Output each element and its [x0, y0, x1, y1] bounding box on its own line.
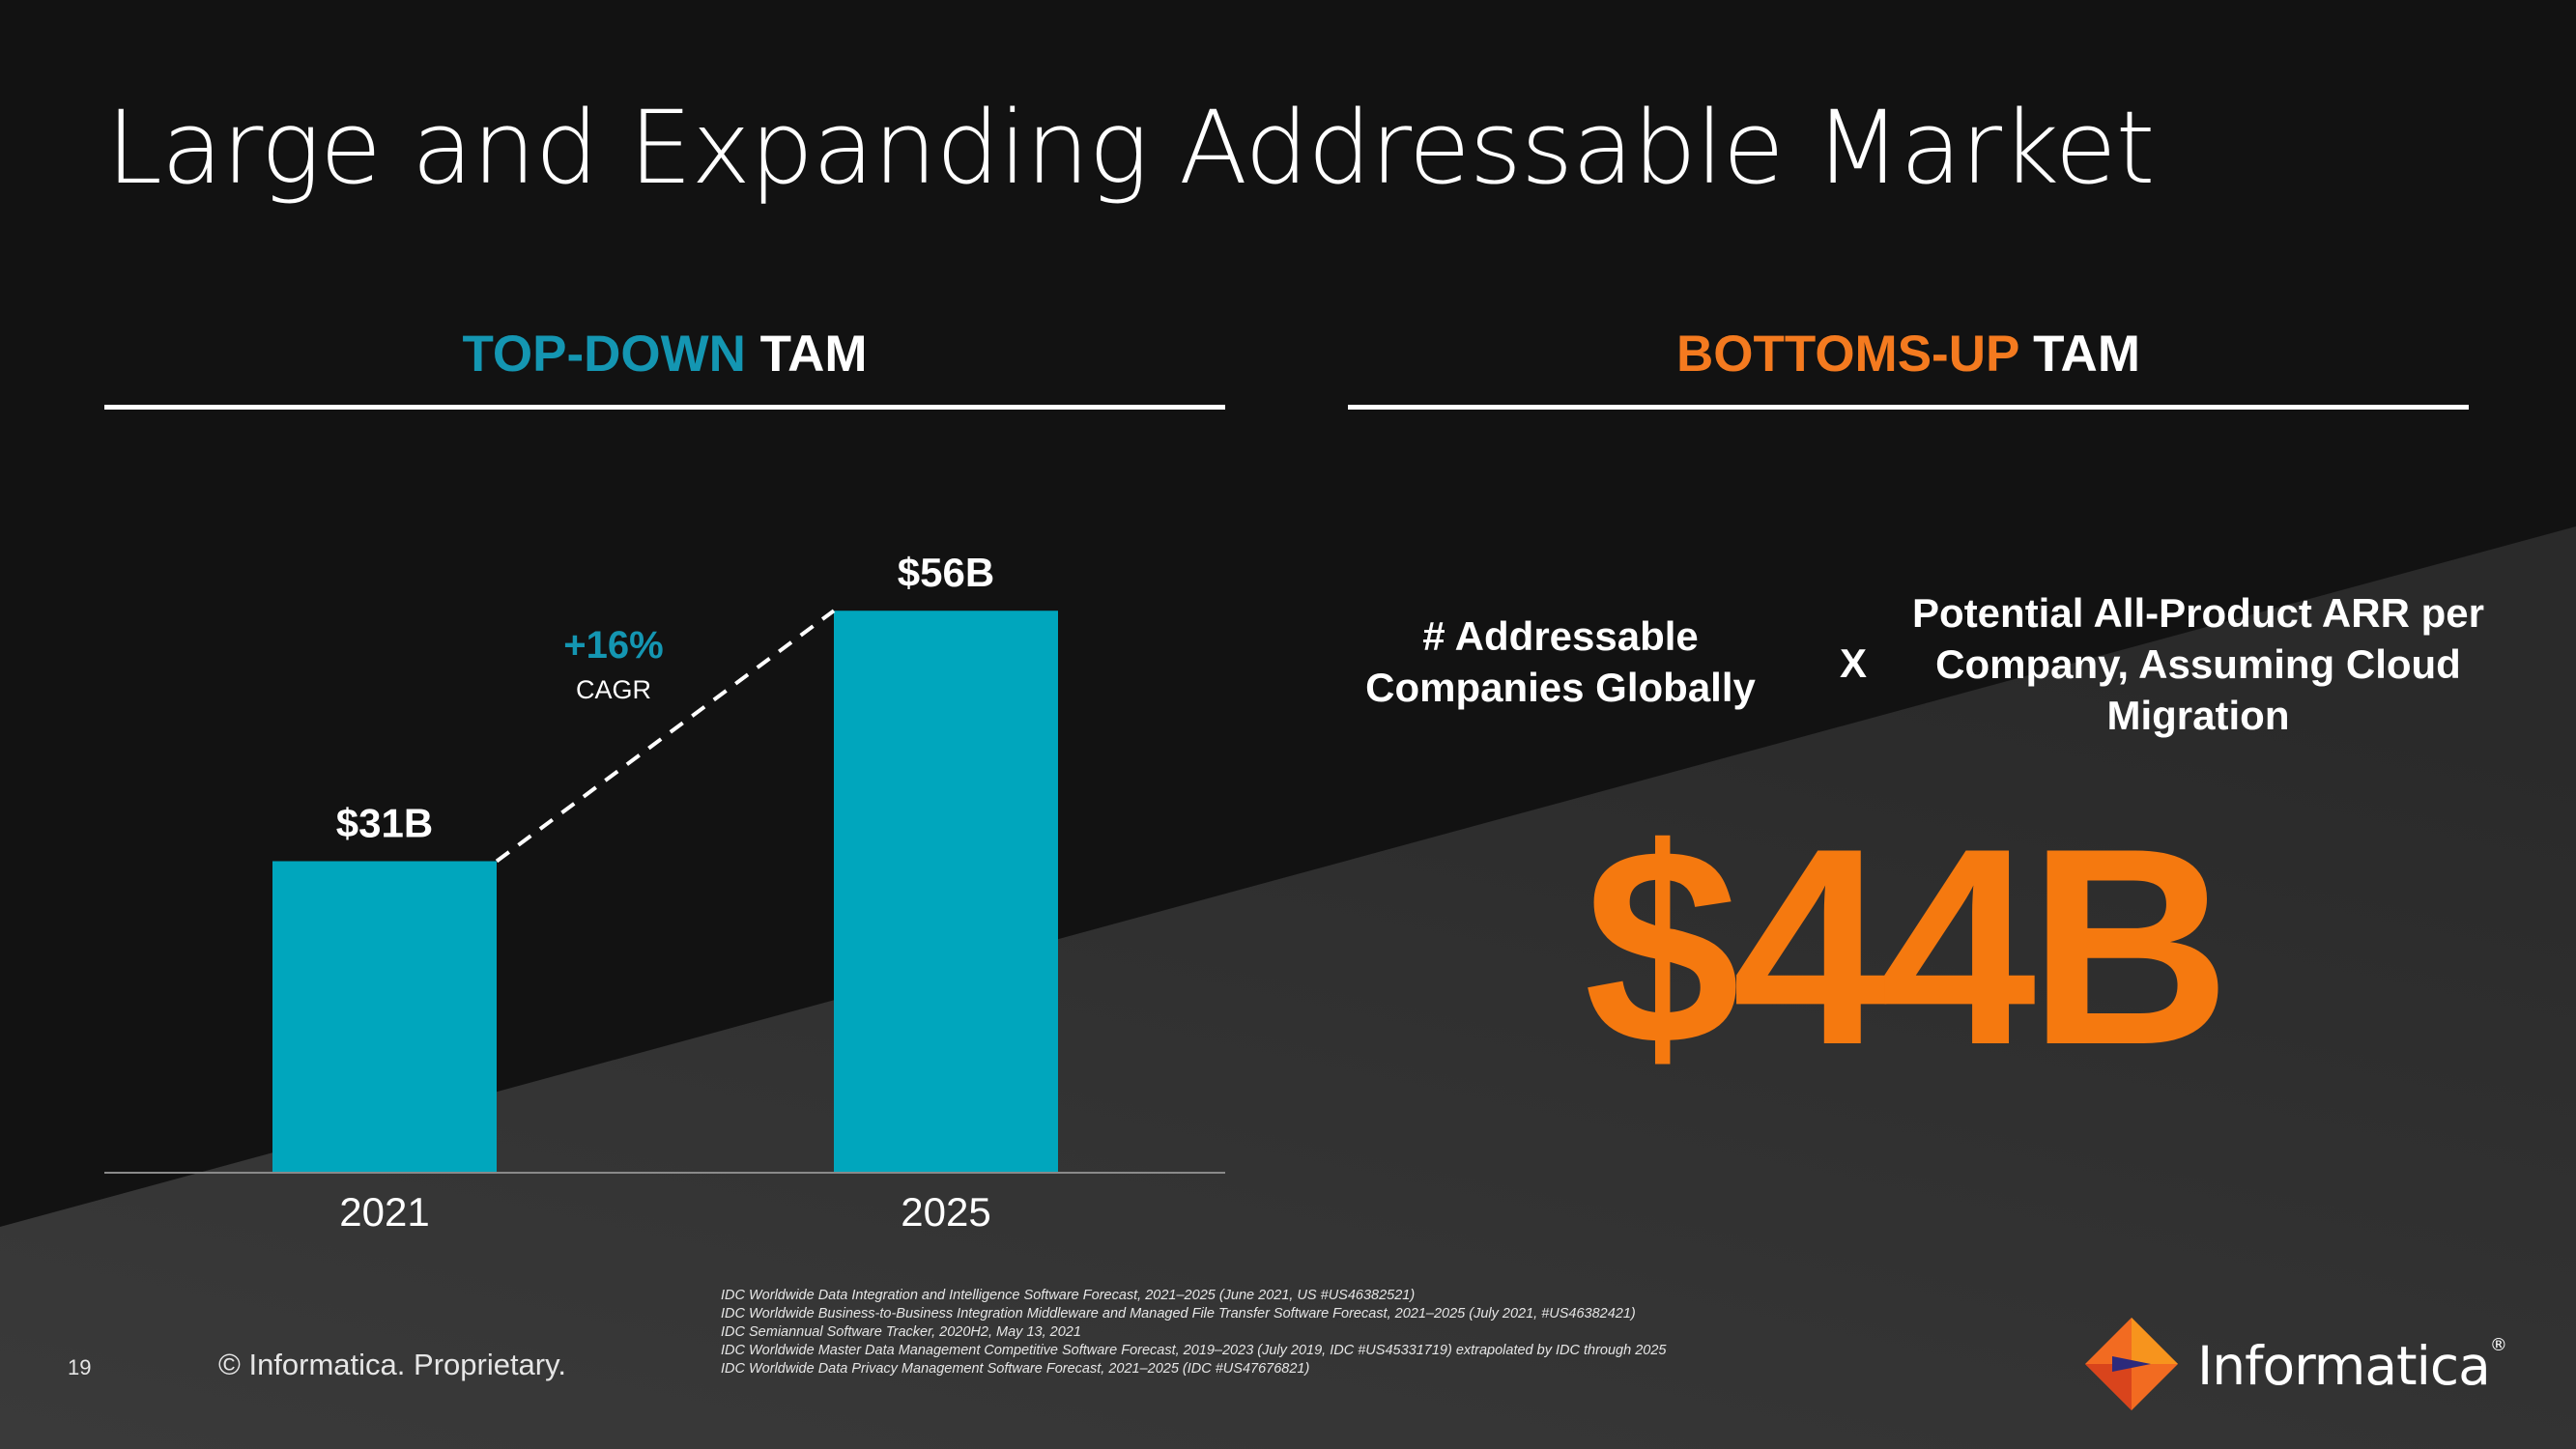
source-citation: IDC Worldwide Master Data Management Com… — [721, 1343, 1667, 1358]
informatica-logo-icon — [2085, 1318, 2178, 1410]
top-down-heading: TOP-DOWN TAM — [104, 325, 1225, 384]
addressable-companies-label: # Addressable Companies Globally — [1324, 611, 1797, 713]
bar-value-label: $31B — [336, 801, 433, 846]
x-tick-label: 2021 — [339, 1189, 429, 1235]
bottoms-up-tam-value: $44B — [1584, 790, 2230, 1103]
bottoms-up-heading-accent: BOTTOMS-UP — [1676, 326, 2019, 383]
source-citations: IDC Worldwide Data Integration and Intel… — [721, 1287, 1666, 1378]
registered-mark: ® — [2489, 1335, 2507, 1355]
source-citation: IDC Worldwide Data Privacy Management So… — [721, 1361, 1310, 1377]
informatica-logo: Informatica® — [2083, 1316, 2507, 1412]
bar-2021 — [272, 861, 497, 1172]
bottoms-up-heading-rest: TAM — [2018, 326, 2140, 383]
bottoms-up-divider — [1348, 405, 2469, 410]
bar-2025 — [834, 611, 1058, 1172]
multiply-operator: X — [1839, 640, 1867, 686]
bottoms-up-heading: BOTTOMS-UP TAM — [1348, 325, 2469, 384]
x-tick-label: 2025 — [901, 1189, 990, 1235]
cagr-label: CAGR — [575, 675, 651, 704]
page-number: 19 — [68, 1355, 92, 1379]
cagr-value: +16% — [563, 624, 664, 667]
informatica-wordmark-text: Informatica — [2197, 1335, 2491, 1397]
informatica-wordmark: Informatica® — [2197, 1335, 2507, 1397]
top-down-divider — [104, 405, 1225, 410]
bar-value-label: $56B — [898, 550, 994, 595]
top-down-heading-accent: TOP-DOWN — [462, 326, 746, 383]
page-title: Large and Expanding Addressable Market — [106, 89, 2155, 207]
addressable-companies-text: # Addressable Companies Globally — [1365, 613, 1756, 710]
source-citation: IDC Worldwide Business-to-Business Integ… — [721, 1306, 1636, 1321]
source-citation: IDC Semiannual Software Tracker, 2020H2,… — [721, 1324, 1081, 1340]
source-citation: IDC Worldwide Data Integration and Intel… — [721, 1288, 1416, 1303]
copyright-notice: © Informatica. Proprietary. — [218, 1348, 566, 1381]
top-down-heading-rest: TAM — [745, 326, 868, 383]
potential-arr-label: Potential All-Product ARR per Company, A… — [1894, 587, 2503, 741]
potential-arr-text: Potential All-Product ARR per Company, A… — [1912, 590, 2484, 738]
